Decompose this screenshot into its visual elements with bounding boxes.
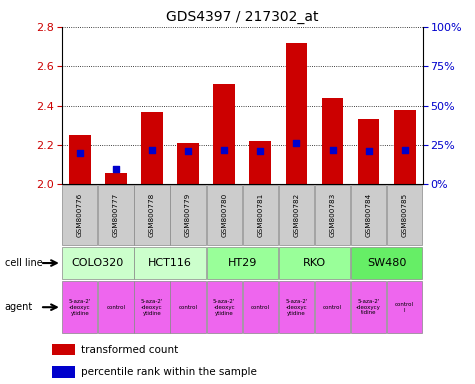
Point <box>220 147 228 153</box>
Bar <box>98 281 133 333</box>
Bar <box>171 185 206 245</box>
Bar <box>387 185 422 245</box>
Text: control: control <box>251 305 270 310</box>
Bar <box>207 247 278 279</box>
Point <box>256 148 264 154</box>
Bar <box>315 185 350 245</box>
Bar <box>207 185 242 245</box>
Bar <box>62 185 97 245</box>
Bar <box>358 119 380 184</box>
Point <box>401 147 408 153</box>
Text: 5-aza-2'
-deoxyc
ytidine: 5-aza-2' -deoxyc ytidine <box>285 299 308 316</box>
Text: GSM800783: GSM800783 <box>330 193 335 237</box>
Bar <box>52 366 75 377</box>
Title: GDS4397 / 217302_at: GDS4397 / 217302_at <box>166 10 319 25</box>
Text: control: control <box>106 305 125 310</box>
Text: agent: agent <box>5 302 33 312</box>
Text: 5-aza-2'
-deoxycy
tidine: 5-aza-2' -deoxycy tidine <box>356 299 381 316</box>
Text: HCT116: HCT116 <box>148 258 192 268</box>
Text: GSM800784: GSM800784 <box>366 193 371 237</box>
Bar <box>351 247 422 279</box>
Bar <box>243 185 278 245</box>
Text: GSM800782: GSM800782 <box>294 193 299 237</box>
Bar <box>279 185 314 245</box>
Bar <box>69 135 91 184</box>
Point <box>112 166 120 172</box>
Bar <box>243 281 278 333</box>
Point <box>293 140 300 146</box>
Bar <box>249 141 271 184</box>
Bar <box>171 281 206 333</box>
Text: GSM800776: GSM800776 <box>77 193 83 237</box>
Text: GSM800781: GSM800781 <box>257 193 263 237</box>
Text: control: control <box>179 305 198 310</box>
Text: SW480: SW480 <box>367 258 406 268</box>
Bar <box>351 281 386 333</box>
Text: COLO320: COLO320 <box>72 258 124 268</box>
Bar <box>134 247 206 279</box>
Bar <box>394 109 416 184</box>
Point <box>184 148 192 154</box>
Point <box>148 147 156 153</box>
Text: RKO: RKO <box>303 258 326 268</box>
Point <box>329 147 336 153</box>
Bar <box>62 247 133 279</box>
Text: HT29: HT29 <box>228 258 257 268</box>
Point <box>365 148 372 154</box>
Text: control
l: control l <box>395 302 414 313</box>
Text: GSM800780: GSM800780 <box>221 193 227 237</box>
Bar <box>141 111 163 184</box>
Text: GSM800778: GSM800778 <box>149 193 155 237</box>
Text: transformed count: transformed count <box>81 345 178 355</box>
Bar <box>351 185 386 245</box>
Bar <box>315 281 350 333</box>
Text: GSM800777: GSM800777 <box>113 193 119 237</box>
Bar <box>207 281 242 333</box>
Text: percentile rank within the sample: percentile rank within the sample <box>81 367 257 377</box>
Bar <box>52 344 75 356</box>
Text: control: control <box>323 305 342 310</box>
Bar <box>134 185 170 245</box>
Text: GSM800785: GSM800785 <box>402 193 408 237</box>
Bar <box>134 281 170 333</box>
Point <box>76 150 84 156</box>
Text: 5-aza-2'
-deoxyc
ytidine: 5-aza-2' -deoxyc ytidine <box>141 299 163 316</box>
Bar <box>105 172 127 184</box>
Bar <box>285 43 307 184</box>
Text: cell line: cell line <box>5 258 42 268</box>
Bar <box>177 143 199 184</box>
Bar <box>387 281 422 333</box>
Text: GSM800779: GSM800779 <box>185 193 191 237</box>
Text: 5-aza-2'
-deoxyc
ytidine: 5-aza-2' -deoxyc ytidine <box>213 299 236 316</box>
Bar <box>98 185 133 245</box>
Bar <box>322 98 343 184</box>
Bar <box>279 281 314 333</box>
Text: 5-aza-2'
-deoxyc
ytidine: 5-aza-2' -deoxyc ytidine <box>68 299 91 316</box>
Bar <box>213 84 235 184</box>
Bar <box>62 281 97 333</box>
Bar <box>279 247 350 279</box>
